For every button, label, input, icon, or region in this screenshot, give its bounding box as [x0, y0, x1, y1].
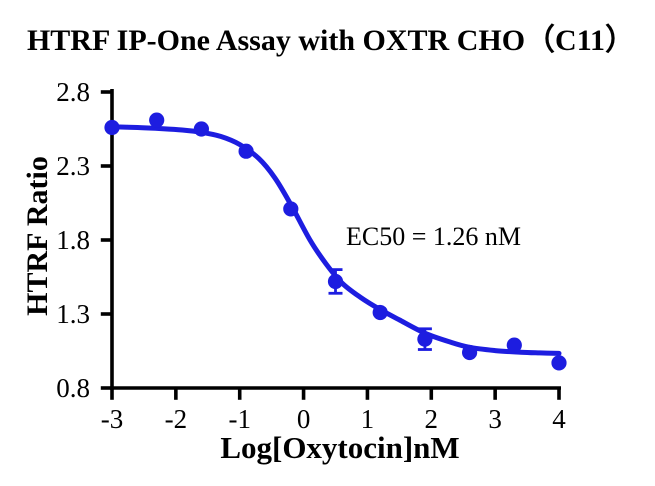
data-point — [551, 355, 567, 371]
ec50-annotation: EC50 = 1.26 nM — [346, 222, 521, 251]
chart-title: HTRF IP-One Assay with OXTR CHO（C11） — [27, 23, 635, 57]
x-tick-label: -3 — [101, 404, 124, 434]
data-point — [238, 143, 254, 159]
x-tick-label: 0 — [297, 404, 311, 434]
x-tick-label: 3 — [488, 404, 502, 434]
data-point — [462, 344, 478, 361]
data-point — [506, 337, 522, 353]
y-tick-label: 2.3 — [56, 151, 90, 181]
data-point — [372, 304, 388, 321]
data-point — [417, 331, 433, 347]
x-tick-label: 4 — [552, 404, 566, 434]
y-tick-label: 2.8 — [56, 77, 90, 107]
data-point — [193, 121, 209, 137]
data-point — [104, 119, 120, 136]
y-tick-label: 1.3 — [56, 299, 90, 329]
points-layer — [104, 112, 567, 371]
data-point — [149, 112, 165, 128]
x-tick-label: 2 — [425, 404, 439, 434]
axes-layer: -3 -2 -1 0 1 2 3 4 0.8 1.3 1.8 2.3 2.8 — [56, 77, 566, 434]
y-axis-title: HTRF Ratio — [21, 156, 54, 316]
x-axis-title: Log[Oxytocin]nM — [220, 430, 459, 465]
y-tick-label: 0.8 — [56, 373, 90, 403]
x-tick-label: 1 — [361, 404, 375, 434]
x-tick-label: -2 — [165, 404, 188, 434]
data-point — [283, 201, 299, 217]
x-tick-label: -1 — [228, 404, 251, 434]
data-point — [327, 273, 344, 290]
y-tick-label: 1.8 — [56, 225, 90, 255]
